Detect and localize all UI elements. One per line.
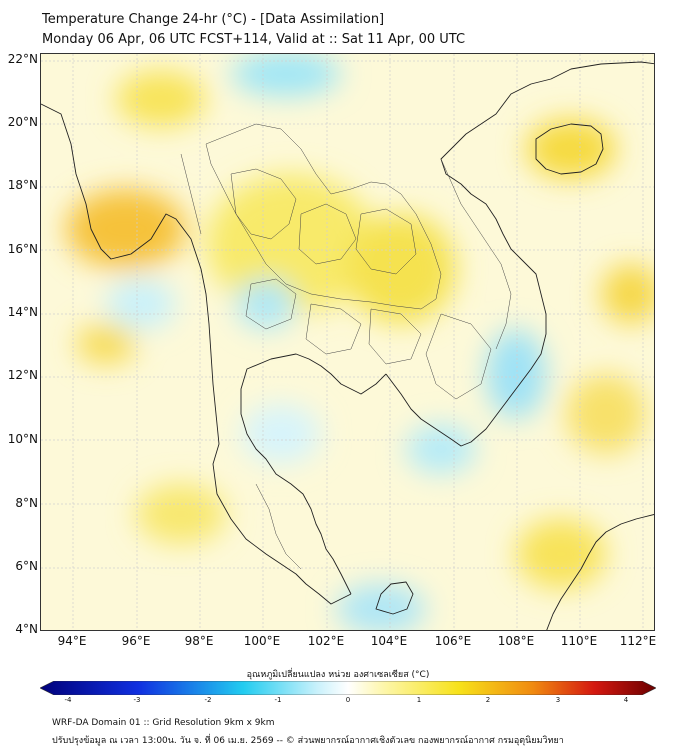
lon-label-104e: 104°E (370, 634, 408, 648)
lat-label-12n: 12°N (7, 368, 38, 382)
coastlines (41, 61, 654, 630)
lat-label-16n: 16°N (7, 242, 38, 256)
warm-anomaly-hainan (526, 119, 616, 179)
boundary-province-d (245, 278, 297, 330)
warm-anomaly-north-thailand (206, 174, 376, 314)
warm-anomaly-andaman (136, 484, 226, 544)
footer-update-info: ปรับปรุงข้อมูล ณ เวลา 13:00น. วัน จ. ที่… (52, 736, 564, 746)
colorbar-tick-3: 3 (555, 696, 561, 704)
boundary-province-a (230, 168, 297, 240)
anomaly-field (66, 54, 654, 630)
title-line-1: Temperature Change 24-hr (°C) - [Data As… (42, 12, 385, 27)
colorbar-tick-minus2: -2 (204, 696, 212, 704)
boundary-province-c (355, 208, 417, 275)
warm-anomaly-myanmar-coast (66, 189, 186, 269)
lat-label-22n: 22°N (7, 52, 38, 66)
colorbar (39, 680, 657, 696)
boundary-peninsula (255, 483, 302, 570)
boundary-province-f (368, 308, 422, 365)
colorbar-tick-minus4: -4 (64, 696, 72, 704)
lon-label-98e: 98°E (184, 634, 214, 648)
warm-anomaly-south-china-sea (566, 374, 646, 454)
graticule (41, 54, 654, 630)
coastline-vietnam (385, 61, 654, 447)
warm-anomaly-north (116, 71, 206, 127)
chart-title: Temperature Change 24-hr (°C) - [Data As… (42, 10, 465, 50)
cool-anomaly-mekong (406, 424, 476, 474)
warm-anomaly-east-sea (601, 264, 654, 324)
temperature-change-map (41, 54, 654, 630)
cool-anomaly-central-thailand (236, 279, 296, 329)
warm-anomaly-andaman-north (76, 324, 136, 364)
cool-anomaly-north-border (231, 54, 341, 96)
title-line-2: Monday 06 Apr, 06 UTC FCST+114, Valid at… (42, 32, 466, 47)
lat-label-4n: 4°N (15, 622, 38, 636)
cool-anomaly-west (106, 279, 176, 329)
lon-label-102e: 102°E (307, 634, 345, 648)
coastline-island-south (375, 581, 414, 615)
colorbar-title: อุณหภูมิเปลี่ยนแปลง หน่วย องศาเซลเซียส (… (246, 670, 430, 680)
colorbar-fill (39, 680, 657, 696)
colorbar-graphic (39, 680, 657, 696)
lon-label-110e: 110°E (560, 634, 598, 648)
colorbar-tick-4: 4 (623, 696, 629, 704)
coastline-hainan (535, 123, 604, 175)
colorbar-tick-0: 0 (345, 696, 351, 704)
lon-label-106e: 106°E (434, 634, 472, 648)
boundary-province-e (305, 303, 362, 355)
colorbar-tick-minus3: -3 (133, 696, 141, 704)
footer-model-info: WRF-DA Domain 01 :: Grid Resolution 9km … (52, 718, 275, 728)
boundary-laos-vietnam (440, 158, 512, 350)
coastline-gulf-thailand (240, 353, 387, 595)
lon-label-94e: 94°E (57, 634, 87, 648)
coastline-andaman (41, 103, 352, 605)
boundary-province-b (298, 203, 357, 265)
lat-label-6n: 6°N (15, 559, 38, 573)
cool-anomaly-south (336, 584, 426, 630)
lat-label-18n: 18°N (7, 178, 38, 192)
lon-label-96e: 96°E (121, 634, 151, 648)
lon-label-112e: 112°E (619, 634, 657, 648)
lon-label-108e: 108°E (497, 634, 535, 648)
map-panel (40, 53, 655, 631)
colorbar-tick-minus1: -1 (274, 696, 282, 704)
colorbar-tick-1: 1 (416, 696, 422, 704)
lon-label-100e: 100°E (243, 634, 281, 648)
coastline-borneo (546, 514, 654, 630)
boundary-cambodia (425, 313, 492, 400)
lat-label-8n: 8°N (15, 496, 38, 510)
colorbar-tick-2: 2 (485, 696, 491, 704)
admin-boundaries (180, 123, 512, 570)
cool-anomaly-vietnam-coast (486, 329, 546, 419)
warm-anomaly-south (516, 519, 606, 589)
lat-label-14n: 14°N (7, 305, 38, 319)
cool-anomaly-gulf (241, 404, 321, 464)
lat-label-10n: 10°N (7, 432, 38, 446)
boundary-myanmar (180, 153, 202, 235)
boundary-thailand-north (205, 123, 442, 310)
lat-label-20n: 20°N (7, 115, 38, 129)
